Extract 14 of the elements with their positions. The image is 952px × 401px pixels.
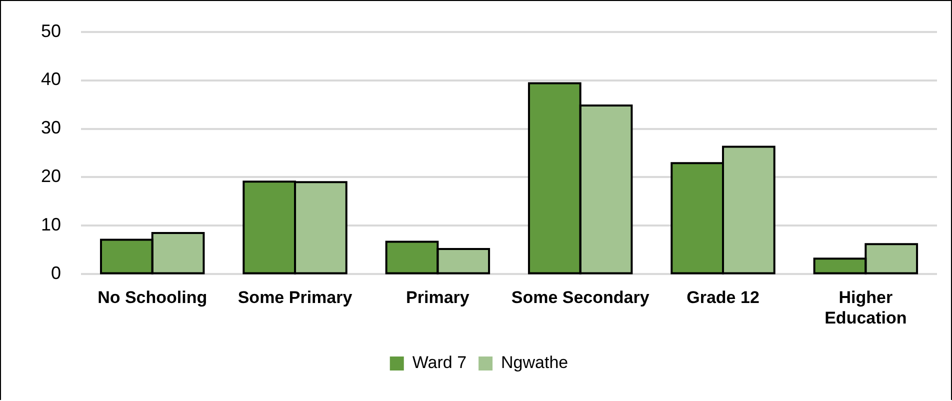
y-tick-label: 30 bbox=[40, 118, 62, 138]
y-tick-label: 0 bbox=[51, 263, 62, 284]
x-tick-label: Some Primary bbox=[238, 288, 353, 308]
x-tick-label: Higher Education bbox=[824, 288, 907, 328]
x-tick-label: Primary bbox=[406, 288, 470, 308]
x-tick-label: No Schooling bbox=[98, 288, 208, 308]
y-tick-label: 50 bbox=[40, 20, 62, 41]
y-tick-label: 10 bbox=[40, 214, 62, 235]
x-tick-label: Grade 12 bbox=[686, 288, 760, 308]
legend-label: Ward 7 bbox=[412, 353, 467, 372]
y-tick-label: 20 bbox=[40, 166, 62, 186]
y-tick-label: 40 bbox=[40, 69, 62, 90]
x-tick-label: Some Secondary bbox=[511, 288, 650, 308]
legend-label: Ngwathe bbox=[501, 353, 568, 372]
